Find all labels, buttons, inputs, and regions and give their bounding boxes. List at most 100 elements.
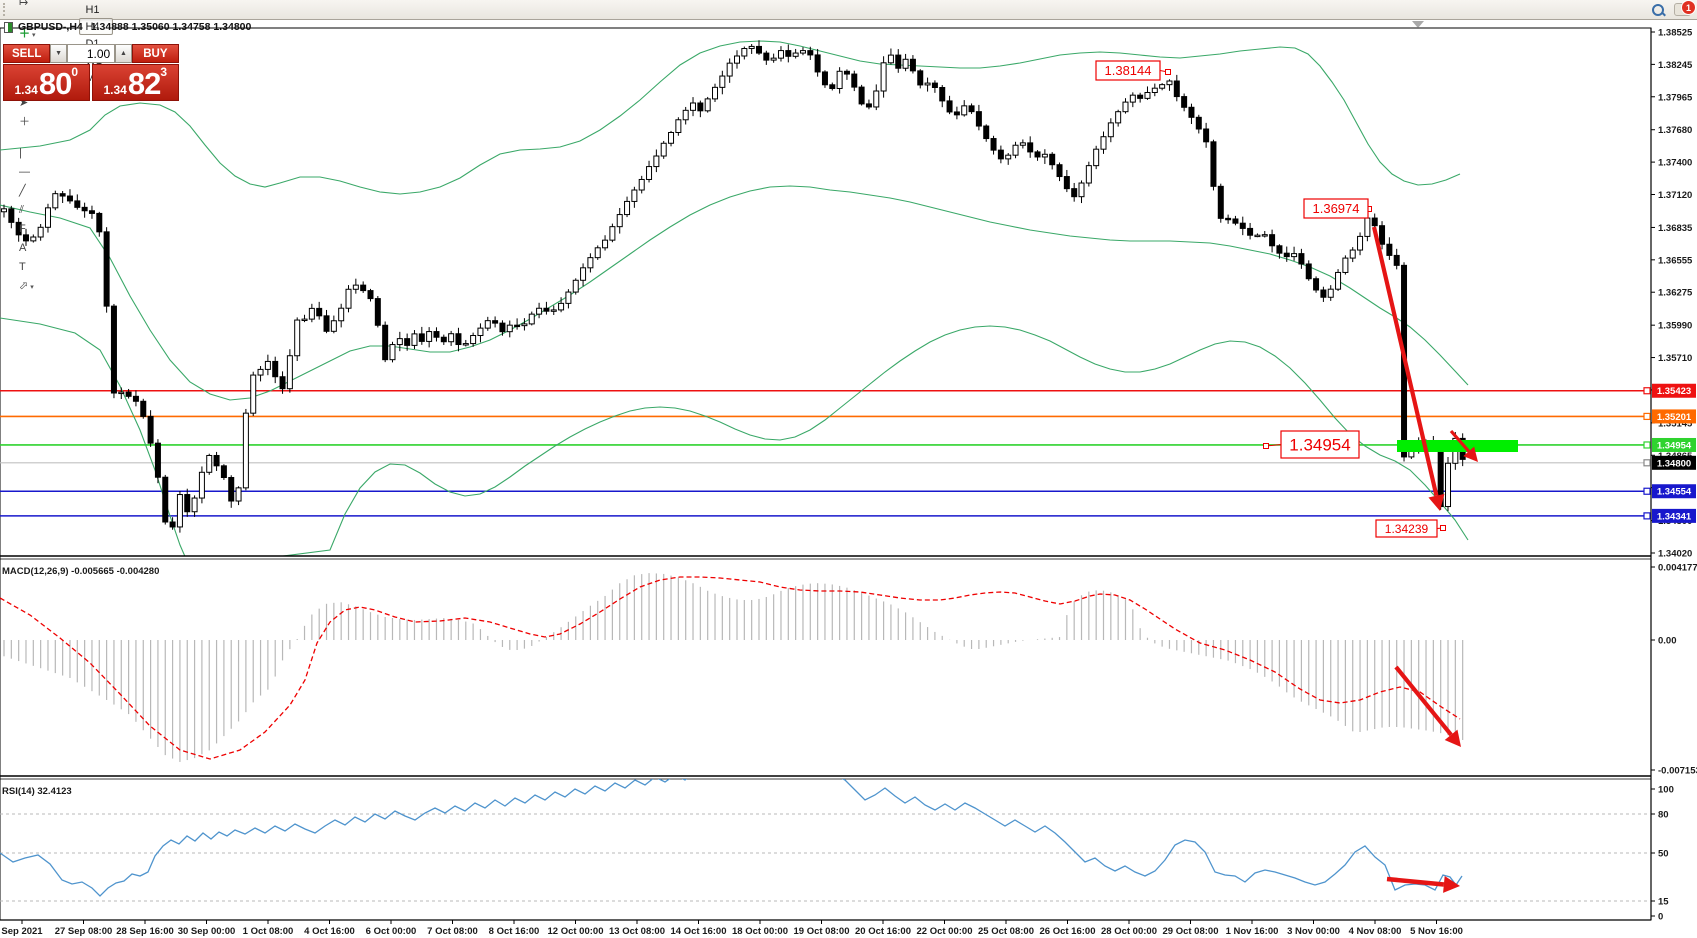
one-click-trading-panel: SELL ▼ 1.00 ▲ BUY 1.34 80 0 1.34 82 3: [3, 44, 180, 101]
chart-frame: [0, 27, 1652, 921]
svg-text:28 Sep 16:00: 28 Sep 16:00: [116, 926, 174, 937]
svg-text:4 Oct 16:00: 4 Oct 16:00: [304, 926, 355, 937]
svg-text:1.37120: 1.37120: [1658, 190, 1692, 201]
label-icon: T: [19, 261, 26, 273]
svg-text:1.36275: 1.36275: [1658, 288, 1693, 299]
chart-shift-icon[interactable]: ↦: [15, 0, 78, 13]
time-axis[interactable]: Sep 2021 27 Sep 08:00 28 Sep 16:00 30 Sep 0…: [1, 920, 1463, 937]
svg-text:-0.007153: -0.007153: [1658, 766, 1697, 777]
svg-text:1.34554: 1.34554: [1657, 487, 1692, 498]
svg-text:6 Oct 00:00: 6 Oct 00:00: [366, 926, 417, 937]
svg-text:1.38525: 1.38525: [1658, 28, 1693, 39]
volume-input[interactable]: 1.00: [66, 44, 116, 63]
annotation-arrows[interactable]: [1371, 226, 1478, 511]
svg-text:1.35145: 1.35145: [1658, 418, 1693, 429]
vertical-line-icon[interactable]: |: [15, 144, 78, 163]
svg-text:1.34020: 1.34020: [1658, 549, 1692, 560]
trendline-icon[interactable]: ╱: [15, 182, 78, 201]
svg-text:50: 50: [1658, 849, 1669, 860]
svg-text:30 Sep 00:00: 30 Sep 00:00: [178, 926, 236, 937]
text-icon[interactable]: A: [15, 239, 78, 258]
symbol-label: GBPUSD-,H4: [18, 21, 83, 33]
notifications-icon[interactable]: 1: [1674, 0, 1696, 16]
crosshair-icon[interactable]: ＋: [15, 113, 78, 132]
svg-text:1 Oct 08:00: 1 Oct 08:00: [243, 926, 294, 937]
svg-text:1.36974: 1.36974: [1313, 201, 1360, 216]
bollinger-bands: [0, 40, 1469, 556]
svg-text:7 Oct 08:00: 7 Oct 08:00: [427, 926, 478, 937]
svg-text:1.35201: 1.35201: [1657, 412, 1692, 423]
svg-text:1.37400: 1.37400: [1658, 158, 1692, 169]
svg-text:12 Oct 00:00: 12 Oct 00:00: [548, 926, 604, 937]
horizontal-line-icon[interactable]: —: [15, 163, 78, 182]
svg-text:22 Oct 00:00: 22 Oct 00:00: [917, 926, 973, 937]
svg-text:5 Nov 16:00: 5 Nov 16:00: [1410, 926, 1463, 937]
svg-text:20 Oct 16:00: 20 Oct 16:00: [855, 926, 911, 937]
chart-shift-marker[interactable]: [1412, 21, 1424, 28]
macd-label: MACD(12,26,9) -0.005665 -0.004280: [2, 566, 159, 577]
shapes-icon[interactable]: ⬀ ▾: [15, 277, 78, 296]
svg-text:1.38245: 1.38245: [1658, 60, 1693, 71]
channel-icon: ⫽: [19, 204, 24, 216]
svg-text:1.34954: 1.34954: [1657, 440, 1692, 451]
add-indicator-icon: ＋: [19, 28, 30, 40]
support-zone-highlight[interactable]: [1397, 440, 1518, 452]
volume-decrease-button[interactable]: ▼: [50, 44, 67, 63]
fibonacci-icon[interactable]: F: [15, 220, 78, 239]
ohlc-values: 1.34888 1.35060 1.34758 1.34800: [90, 21, 252, 33]
svg-text:0.00: 0.00: [1658, 636, 1677, 647]
svg-text:1.36835: 1.36835: [1658, 223, 1693, 234]
search-icon[interactable]: [1652, 3, 1666, 16]
svg-text:4 Nov 08:00: 4 Nov 08:00: [1349, 926, 1402, 937]
cursor-icon[interactable]: ➤: [15, 94, 78, 113]
volume-increase-button[interactable]: ▲: [115, 44, 132, 63]
buy-button[interactable]: BUY: [131, 44, 180, 63]
svg-text:13 Oct 08:00: 13 Oct 08:00: [609, 926, 665, 937]
horizontal-level-lines[interactable]: [0, 389, 1651, 517]
svg-text:3 Nov 00:00: 3 Nov 00:00: [1287, 926, 1340, 937]
svg-text:1.35423: 1.35423: [1657, 386, 1691, 397]
horizontal-line-icon: —: [19, 166, 30, 178]
svg-text:26 Oct 16:00: 26 Oct 16:00: [1040, 926, 1096, 937]
svg-text:1.36555: 1.36555: [1658, 255, 1693, 266]
cursor-icon: ➤: [19, 97, 29, 109]
candles: [1, 40, 1466, 533]
svg-text:1.34341: 1.34341: [1657, 511, 1692, 522]
price-callouts[interactable]: 1.38144 1.36974 1.34954 1.34239: [1095, 60, 1446, 538]
vertical-line-icon: |: [19, 147, 22, 159]
rsi-label: RSI(14) 32.4123: [2, 786, 72, 797]
chevron-down-icon: ▾: [32, 31, 36, 39]
svg-text:1.34954: 1.34954: [1289, 436, 1350, 455]
crosshair-icon: ＋: [19, 116, 30, 128]
svg-text:29 Oct 08:00: 29 Oct 08:00: [1163, 926, 1219, 937]
toolbar-grip[interactable]: [3, 3, 11, 16]
svg-text:19 Oct 08:00: 19 Oct 08:00: [794, 926, 850, 937]
add-indicator-icon[interactable]: ＋ ▾: [15, 25, 78, 44]
timeframe-h4[interactable]: H4: [79, 18, 113, 35]
chevron-down-icon: ▾: [30, 283, 34, 291]
notification-badge: 1: [1681, 0, 1696, 15]
svg-text:1.34800: 1.34800: [1657, 458, 1691, 469]
svg-text:27 Sep 08:00: 27 Sep 08:00: [55, 926, 113, 937]
shapes-icon: ⬀: [19, 280, 29, 292]
svg-text:8 Oct 16:00: 8 Oct 16:00: [489, 926, 540, 937]
svg-text:1.37680: 1.37680: [1658, 125, 1692, 136]
timeframe-h1[interactable]: H1: [85, 3, 100, 16]
sell-button[interactable]: SELL: [3, 44, 51, 63]
svg-text:15: 15: [1658, 897, 1669, 908]
rsi-panel: [0, 779, 1650, 902]
main-price-panel: [0, 40, 1651, 556]
price-axis[interactable]: 1.38525 1.38245 1.37965 1.37680 1.37400 1.371…: [1643, 28, 1697, 923]
bid-price[interactable]: 1.34 80 0: [3, 64, 90, 101]
macd-panel: [0, 573, 1464, 762]
svg-text:28 Oct 00:00: 28 Oct 00:00: [1101, 926, 1157, 937]
trendline-icon: ╱: [19, 185, 26, 197]
svg-text:25 Oct 08:00: 25 Oct 08:00: [978, 926, 1034, 937]
svg-text:0.004177: 0.004177: [1658, 563, 1697, 574]
ask-price[interactable]: 1.34 82 3: [91, 64, 179, 101]
label-icon[interactable]: T: [15, 258, 78, 277]
channel-icon[interactable]: ⫽: [15, 201, 78, 220]
text-icon: A: [19, 242, 27, 254]
fibonacci-icon: F: [19, 223, 26, 235]
